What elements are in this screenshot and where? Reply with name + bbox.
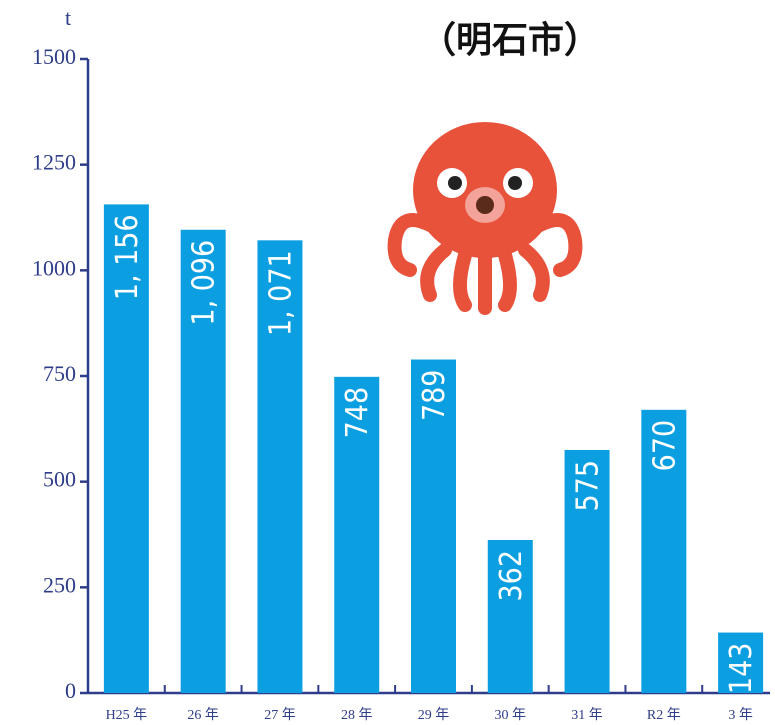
value-label: 789	[417, 370, 452, 422]
octopus-illustration	[395, 122, 576, 308]
value-label: 362	[494, 550, 529, 602]
x-tick-label: 30 年	[495, 707, 527, 723]
y-axis-label: t	[65, 5, 71, 30]
x-tick-label: 31 年	[571, 707, 603, 723]
chart-title: （明石市）	[420, 20, 600, 61]
x-tick-label: 29 年	[418, 707, 450, 723]
x-tick-label: 26 年	[187, 707, 219, 723]
x-tick-label: 28 年	[341, 707, 373, 723]
y-tick-label: 500	[43, 467, 76, 492]
x-tick-label: R2 年	[647, 707, 681, 723]
value-label: 748	[340, 387, 375, 439]
y-tick-label: 0	[65, 678, 76, 703]
x-tick-label: 27 年	[264, 707, 296, 723]
value-label: 143	[724, 643, 759, 695]
y-tick-label: 750	[43, 361, 76, 386]
value-label: 1, 096	[187, 240, 222, 326]
y-tick-label: 1250	[32, 150, 76, 175]
y-tick-label: 1000	[32, 255, 76, 280]
value-label: 1, 071	[263, 250, 298, 336]
value-label: 575	[571, 460, 606, 512]
x-tick-label: H25 年	[106, 707, 148, 723]
x-tick-label: 3 年	[728, 707, 753, 723]
chart: （明石市） t 0 250 500 750 1000 1250 1500 H25 年 1, 15…	[0, 0, 775, 725]
value-label: 1, 156	[110, 214, 145, 300]
y-tick-label: 1500	[32, 44, 76, 69]
value-label: 670	[647, 420, 682, 472]
y-tick-label: 250	[43, 572, 76, 597]
